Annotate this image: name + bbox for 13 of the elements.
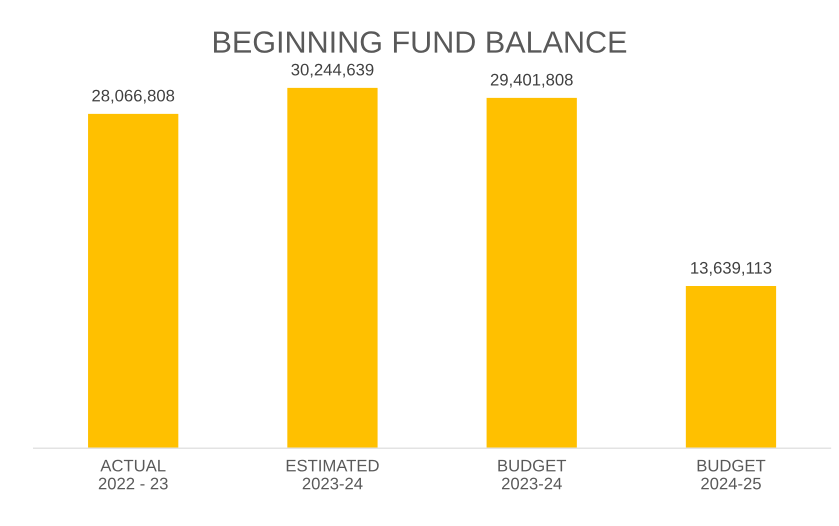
x-tick-label: BUDGET 2023-24 (498, 460, 566, 490)
bar (286, 86, 379, 448)
x-tick-label: ACTUAL 2022 - 23 (98, 460, 168, 490)
bar (485, 96, 578, 448)
x-tick-label: ESTIMATED 2023-24 (286, 460, 379, 490)
x-tick-label: BUDGET 2024-25 (698, 460, 766, 490)
chart-title: BEGINNING FUND BALANCE (214, 31, 626, 53)
data-label: 30,244,639 (291, 64, 374, 78)
bar (684, 284, 778, 448)
bar (86, 112, 180, 448)
data-label: 28,066,808 (92, 90, 174, 104)
data-label: 13,639,113 (691, 262, 772, 276)
data-label: 29,401,808 (490, 74, 573, 88)
